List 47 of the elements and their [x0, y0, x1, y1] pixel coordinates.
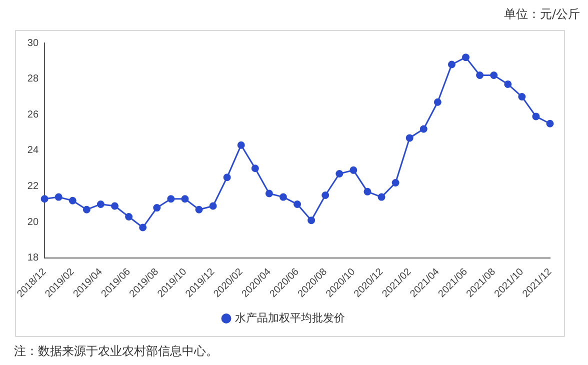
point: [490, 71, 498, 79]
point: [209, 202, 217, 210]
point: [279, 193, 287, 201]
point: [265, 190, 273, 198]
point: [139, 224, 147, 232]
y-tick-label: 22: [27, 181, 39, 192]
point: [251, 164, 259, 172]
point: [350, 166, 358, 174]
point: [476, 71, 484, 79]
point: [40, 195, 48, 203]
point: [96, 200, 104, 208]
point: [434, 98, 442, 106]
text: 注：数据来源于农业农村部信息中心。: [14, 343, 218, 360]
y-tick-label: 24: [27, 145, 39, 156]
point: [448, 60, 456, 68]
point: [420, 125, 428, 133]
point: [518, 92, 526, 100]
point: [54, 193, 62, 201]
point: [546, 120, 554, 128]
y-tick-label: 26: [27, 109, 39, 120]
point: [392, 178, 400, 186]
point: [504, 80, 512, 88]
legend-label: 水产品加权平均批发价: [234, 312, 345, 325]
point: [462, 54, 470, 62]
y-tick-label: 20: [27, 216, 39, 228]
point: [378, 193, 386, 201]
point: [406, 134, 414, 142]
point: [532, 112, 540, 120]
y-tick-label: 18: [27, 252, 39, 264]
y-tick-label: 30: [27, 38, 39, 49]
point: [181, 195, 189, 203]
point: [195, 206, 203, 214]
point: [322, 192, 330, 200]
point: [223, 174, 231, 182]
point: [308, 216, 316, 224]
point: [167, 195, 175, 203]
point: [364, 188, 372, 196]
y-tick-label: 28: [27, 74, 39, 85]
point: [336, 170, 344, 178]
point: [294, 200, 302, 208]
point: [125, 213, 133, 221]
point: [153, 204, 161, 212]
point: [237, 141, 245, 149]
point: [111, 202, 119, 210]
point: [82, 206, 90, 214]
text: 单位：元/公斤: [504, 6, 580, 23]
point: [68, 196, 76, 204]
